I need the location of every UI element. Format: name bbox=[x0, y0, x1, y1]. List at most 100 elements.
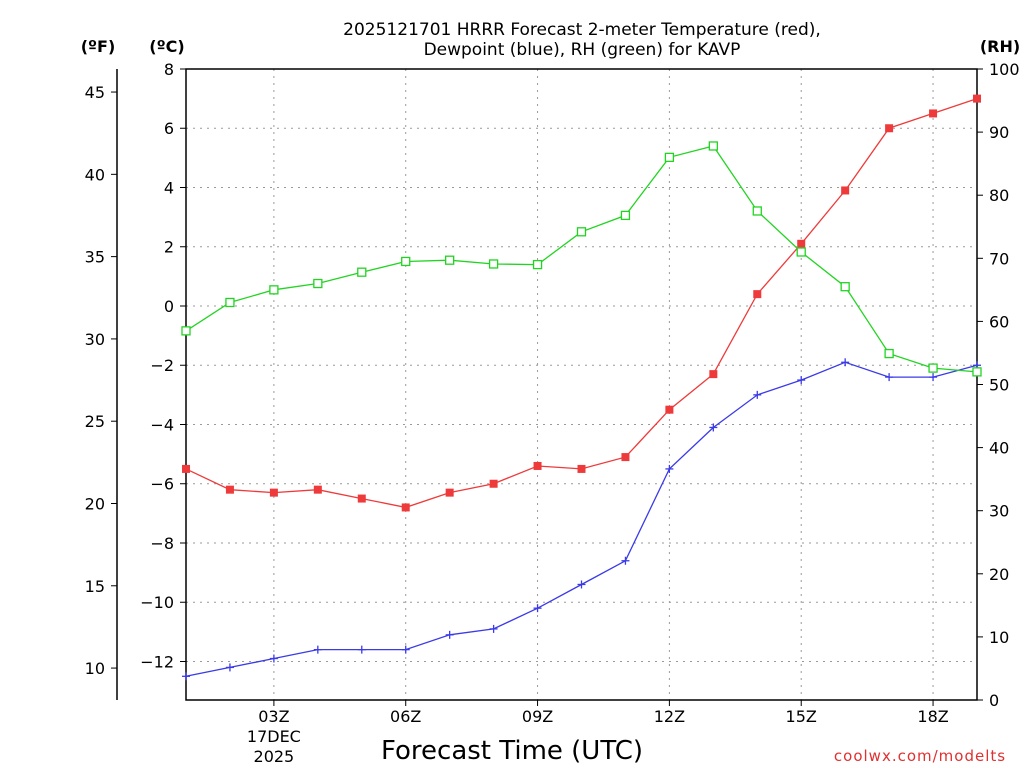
rh-tick-label: 0 bbox=[989, 691, 999, 710]
dewpoint-point bbox=[182, 672, 190, 681]
dewpoint-point bbox=[709, 423, 718, 432]
temperature-point bbox=[225, 485, 234, 494]
dewpoint-line bbox=[185, 361, 978, 677]
rh-tick-label: 60 bbox=[989, 312, 1009, 331]
chart-title-line2: Dewpoint (blue), RH (green) for KAVP bbox=[424, 40, 741, 60]
rh-point bbox=[313, 278, 323, 289]
temperature-point bbox=[357, 494, 366, 503]
rh-point bbox=[532, 259, 543, 270]
temperature-point bbox=[313, 485, 322, 494]
dewpoint-point bbox=[929, 373, 938, 382]
celsius-tick-label: −6 bbox=[150, 475, 174, 494]
fahrenheit-tick-label: 15 bbox=[85, 577, 105, 596]
rh-point bbox=[752, 206, 762, 216]
x-tick-label: 09Z bbox=[522, 707, 553, 726]
grid-lines bbox=[186, 69, 977, 700]
rh-point bbox=[181, 326, 191, 336]
dewpoint-point bbox=[841, 358, 850, 367]
rh-tick-label: 30 bbox=[989, 502, 1009, 521]
rh-point bbox=[225, 297, 235, 308]
rh-point bbox=[796, 247, 806, 257]
celsius-tick-label: 8 bbox=[164, 60, 174, 79]
rh-point bbox=[664, 152, 675, 162]
fahrenheit-tick-label: 20 bbox=[85, 494, 105, 513]
temperature-point bbox=[577, 464, 586, 473]
temperature-point bbox=[709, 370, 718, 379]
rh-tick-label: 100 bbox=[989, 60, 1020, 79]
dewpoint-point bbox=[313, 645, 322, 654]
x-tick-label: 06Z bbox=[390, 707, 421, 726]
rh-point bbox=[576, 227, 587, 237]
dewpoint-point bbox=[753, 390, 762, 399]
x-tick-label: 03Z bbox=[258, 707, 289, 726]
fahrenheit-unit-label: (ºF) bbox=[81, 37, 116, 56]
celsius-tick-label: 6 bbox=[164, 119, 174, 138]
fahrenheit-tick-label: 40 bbox=[85, 165, 105, 184]
rh-point bbox=[708, 141, 718, 151]
fahrenheit-tick-label: 35 bbox=[85, 248, 105, 267]
celsius-tick-label: 2 bbox=[164, 238, 174, 257]
rh-point bbox=[488, 259, 499, 269]
temperature-point bbox=[269, 488, 278, 497]
dewpoint-point bbox=[577, 580, 586, 589]
fahrenheit-tick-label: 30 bbox=[85, 330, 105, 349]
rh-point bbox=[928, 363, 938, 373]
dewpoint-point bbox=[401, 645, 410, 654]
temperature-point bbox=[797, 239, 806, 248]
rh-point bbox=[972, 367, 982, 377]
temperature-point bbox=[489, 479, 498, 488]
rh-tick-label: 20 bbox=[989, 565, 1009, 584]
rh-tick-label: 90 bbox=[989, 123, 1009, 142]
temperature-point bbox=[401, 503, 410, 512]
temperature-point bbox=[621, 453, 630, 462]
x-year-label: 2025 bbox=[254, 747, 295, 766]
rh-tick-label: 80 bbox=[989, 186, 1009, 205]
temperature-point bbox=[841, 186, 850, 195]
temperature-point bbox=[885, 124, 894, 133]
dewpoint-point bbox=[885, 373, 894, 382]
fahrenheit-tick-label: 45 bbox=[85, 83, 105, 102]
temperature-point bbox=[665, 405, 674, 414]
celsius-tick-label: −8 bbox=[150, 534, 174, 553]
dewpoint-point bbox=[357, 645, 366, 654]
rh-point bbox=[269, 285, 279, 295]
rh-point bbox=[840, 282, 850, 292]
celsius-tick-label: −2 bbox=[150, 356, 174, 375]
fahrenheit-tick-label: 10 bbox=[85, 659, 105, 678]
dewpoint-point bbox=[489, 624, 498, 633]
rh-unit-label: (RH) bbox=[980, 37, 1020, 56]
dewpoint-point bbox=[269, 654, 278, 663]
chart-title-line1: 2025121701 HRRR Forecast 2-meter Tempera… bbox=[343, 20, 821, 40]
temperature-point bbox=[533, 461, 542, 470]
celsius-tick-label: 4 bbox=[164, 178, 174, 197]
temperature-point bbox=[445, 488, 454, 497]
rh-point bbox=[357, 267, 367, 277]
dewpoint-point bbox=[533, 604, 542, 613]
celsius-tick-label: −10 bbox=[140, 593, 174, 612]
temperature-line bbox=[185, 97, 978, 509]
dewpoint-point bbox=[225, 663, 234, 672]
dewpoint-point bbox=[665, 464, 674, 473]
x-tick-label: 12Z bbox=[654, 707, 685, 726]
rh-point bbox=[620, 210, 631, 221]
rh-tick-label: 70 bbox=[989, 249, 1009, 268]
temperature-point bbox=[182, 464, 190, 473]
rh-point bbox=[401, 256, 411, 267]
dewpoint-point bbox=[797, 376, 806, 385]
celsius-tick-label: −12 bbox=[140, 652, 174, 671]
celsius-tick-label: 0 bbox=[164, 297, 174, 316]
fahrenheit-tick-label: 25 bbox=[85, 412, 105, 431]
temperature-point bbox=[753, 290, 762, 299]
axes bbox=[111, 68, 983, 706]
dewpoint-point bbox=[445, 630, 454, 639]
source-credit: coolwx.com/modelts bbox=[834, 747, 1006, 765]
rh-tick-label: 40 bbox=[989, 439, 1009, 458]
rh-tick-label: 50 bbox=[989, 376, 1009, 395]
dewpoint-point bbox=[621, 556, 630, 565]
x-axis-label: Forecast Time (UTC) bbox=[381, 736, 643, 766]
rh-point bbox=[445, 255, 455, 265]
data-series bbox=[181, 94, 982, 681]
rh-tick-label: 10 bbox=[989, 628, 1009, 647]
